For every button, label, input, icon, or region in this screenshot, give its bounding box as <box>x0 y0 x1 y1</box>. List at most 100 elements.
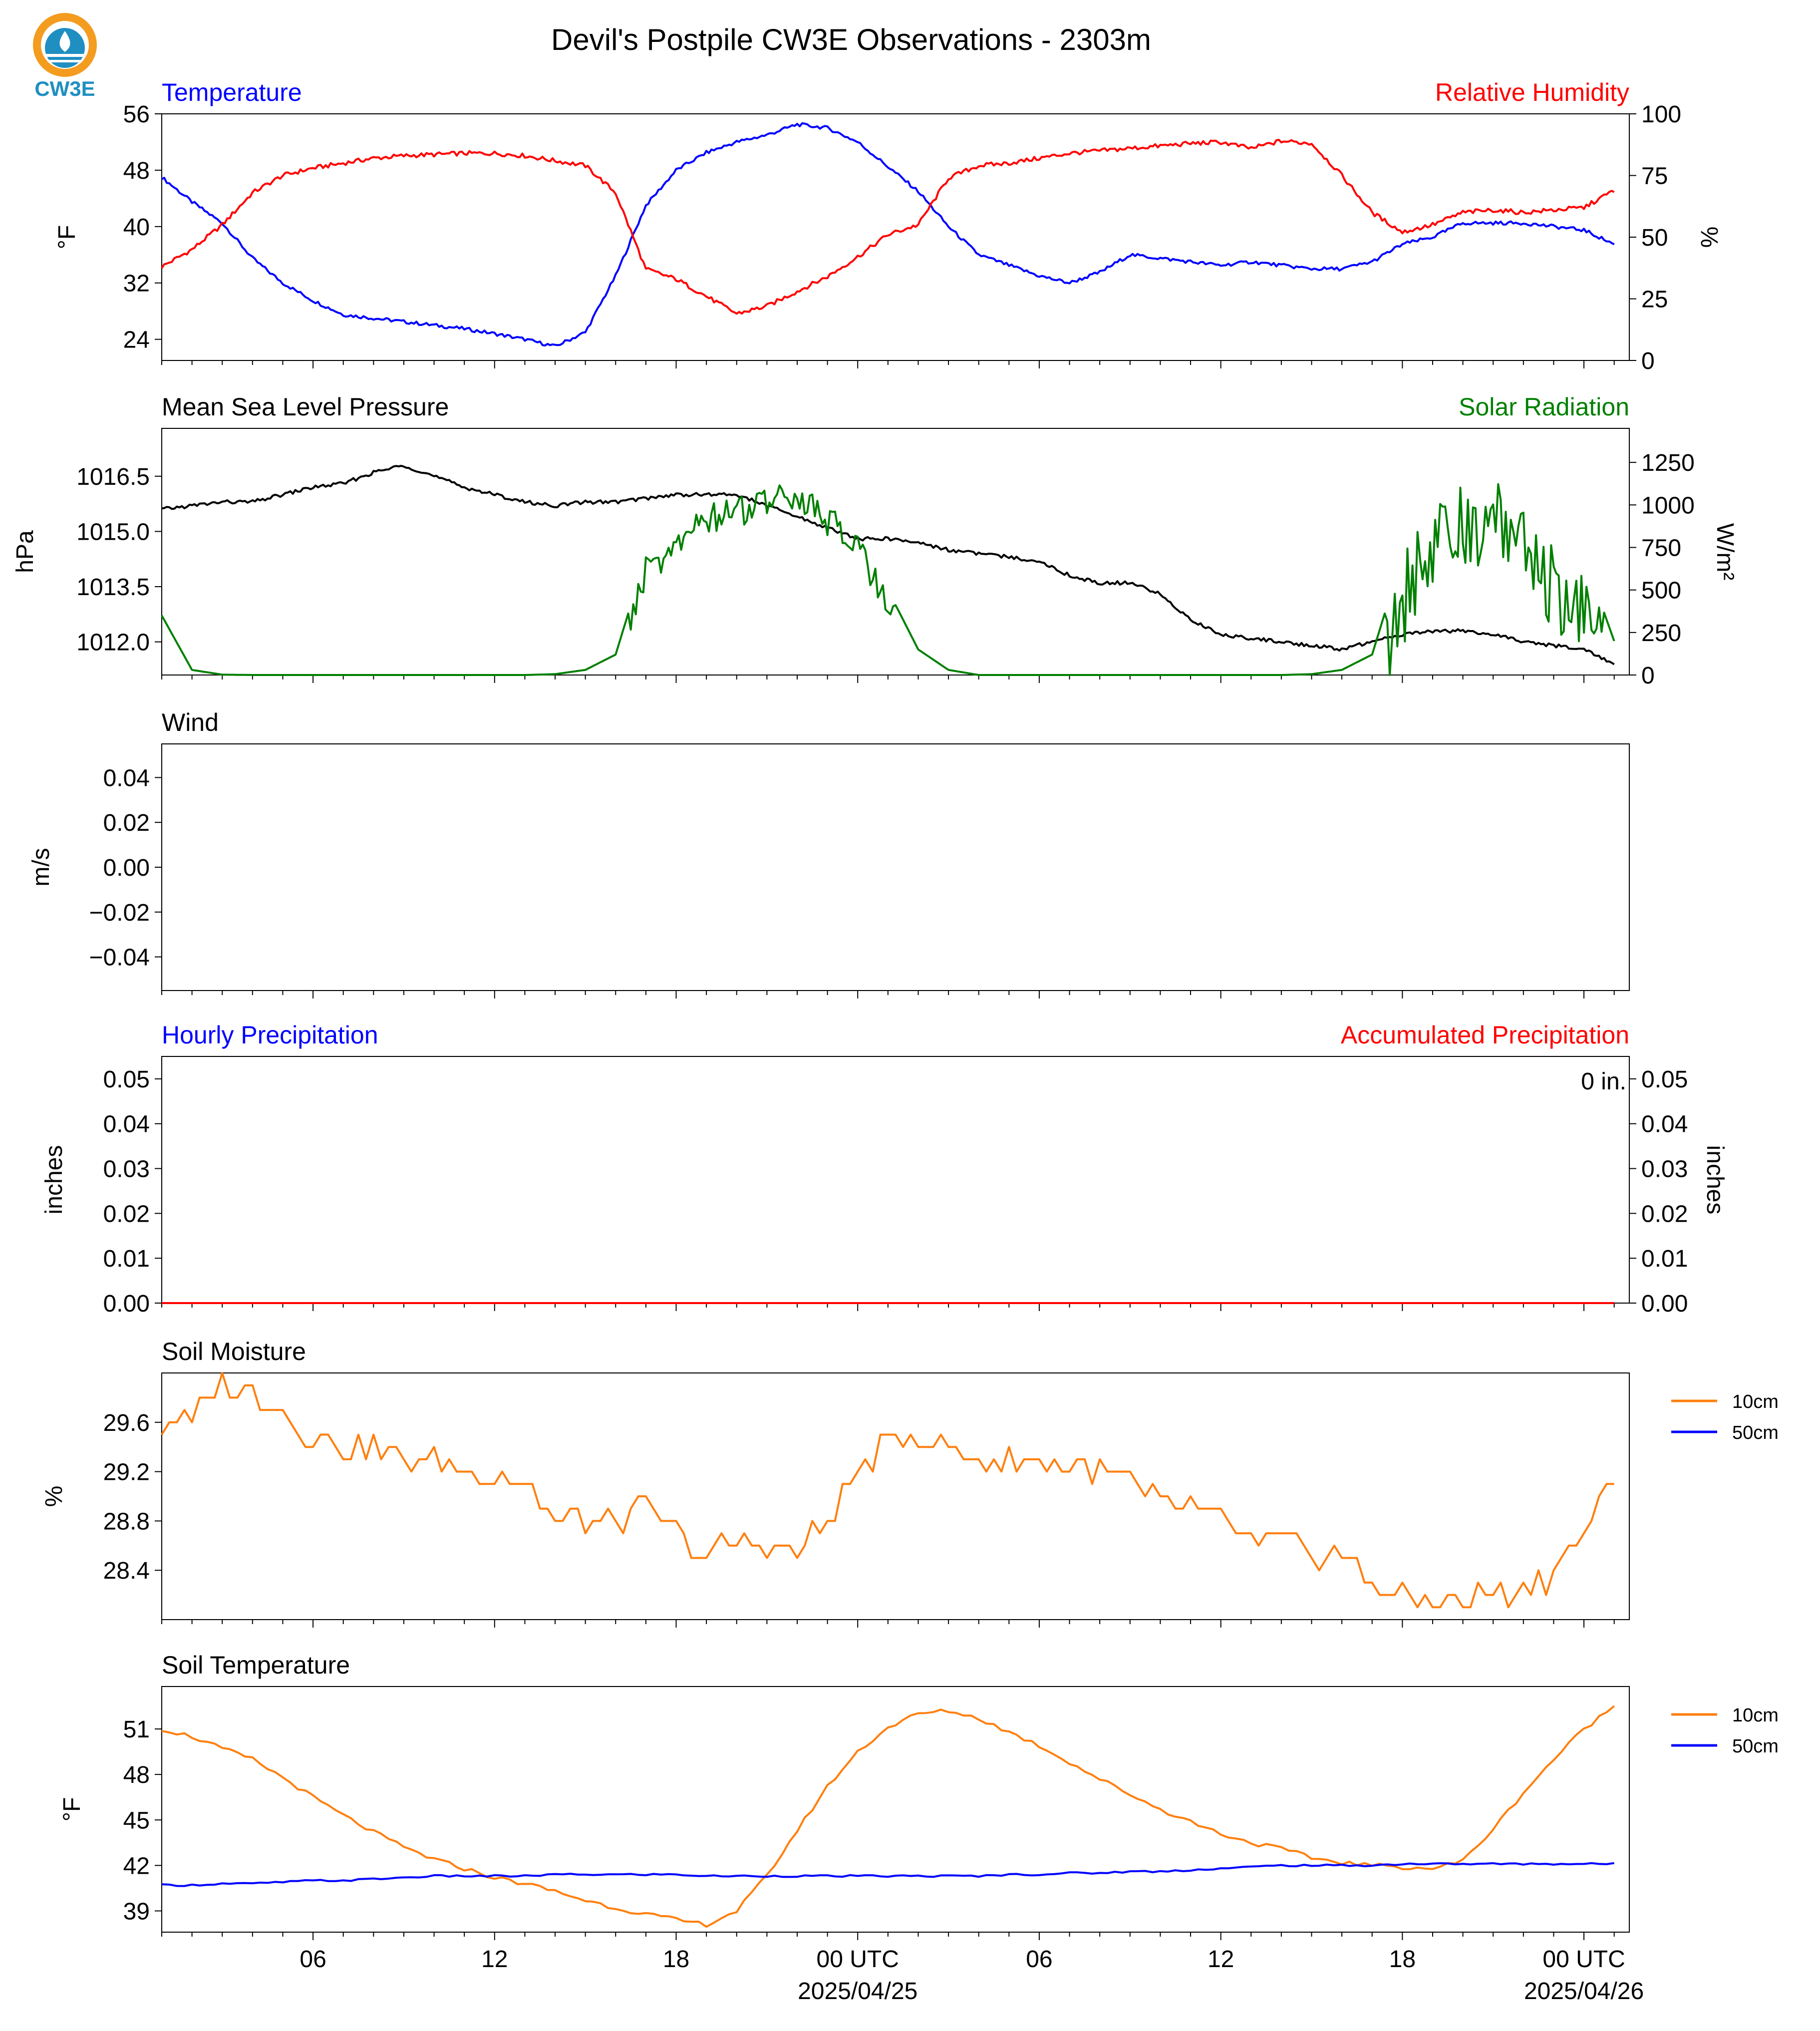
x-tick-label: 12 <box>1208 1946 1234 1973</box>
plot-frame <box>161 1372 1630 1620</box>
y-axis-label: m/s <box>28 848 54 886</box>
y-tick-label: 51 <box>123 1716 150 1743</box>
x-tick-label: 12 <box>481 1946 508 1973</box>
logo-ring <box>33 13 97 77</box>
y-axis-label-right: inches <box>1702 1145 1728 1215</box>
panels: Temperature Relative Humidity 56 48 40 32 24 10… <box>12 78 1779 2005</box>
y-tick-label-right: 750 <box>1641 535 1681 561</box>
y-tick-label: 0.01 <box>103 1246 150 1272</box>
y-axis-label: % <box>41 1486 67 1507</box>
series-line-10cm <box>161 1705 1615 1928</box>
y-axis-label-right: W/m² <box>1712 523 1738 581</box>
y-tick-label: 39 <box>123 1898 150 1925</box>
y-tick-label-right: 0.05 <box>1641 1066 1688 1093</box>
y-tick-label-right: 0.02 <box>1641 1201 1688 1227</box>
x-date-label: 2025/04/26 <box>1524 1978 1644 2005</box>
series-line-10cm <box>161 1372 1614 1609</box>
y-tick-label: 0.03 <box>103 1156 150 1183</box>
panel-1: Temperature Relative Humidity 56 48 40 32 24 10… <box>54 78 1722 374</box>
legend-label: 10cm <box>1732 1391 1779 1412</box>
logo-wave <box>46 54 84 57</box>
y-tick-label-right: 1250 <box>1641 450 1695 476</box>
y-tick-label: 0.05 <box>103 1066 150 1093</box>
y-axis-label: °F <box>59 1797 85 1822</box>
y-tick-label: −0.04 <box>89 945 150 971</box>
y-axis-label: °F <box>54 225 80 250</box>
plot-frame <box>161 743 1630 991</box>
x-tick-label: 18 <box>663 1946 689 1973</box>
panel-title: Hourly Precipitation <box>162 1021 378 1049</box>
panel-title: Mean Sea Level Pressure <box>162 393 449 421</box>
y-tick-label-right: 1000 <box>1641 492 1695 519</box>
panel-title: Soil Moisture <box>162 1338 306 1365</box>
series-line-relative-humidity <box>161 139 1615 315</box>
y-tick-label-right: 100 <box>1641 101 1681 128</box>
y-tick-label: 0.02 <box>103 1201 150 1227</box>
y-tick-label-right: 0.00 <box>1641 1291 1688 1317</box>
y-tick-label: 0.02 <box>103 810 150 836</box>
y-tick-label: 0.04 <box>103 1111 150 1138</box>
x-tick-label: 00 UTC <box>1542 1946 1625 1973</box>
y-axis-label-right: % <box>1696 227 1722 248</box>
y-tick-label: 1013.5 <box>76 574 150 601</box>
y-tick-label: 42 <box>123 1853 150 1879</box>
x-tick-label: 18 <box>1389 1946 1416 1973</box>
y-tick-label: 45 <box>123 1807 150 1834</box>
legend-label: 50cm <box>1732 1736 1779 1757</box>
accumulated-total-label: 0 in. <box>1581 1068 1626 1095</box>
series-line-mean-sea-level-pressure <box>161 465 1615 666</box>
y-tick-label: 56 <box>123 101 150 128</box>
y-tick-label: 48 <box>123 158 150 184</box>
y-tick-label: 28.4 <box>103 1558 150 1584</box>
panel-title: Wind <box>162 708 219 736</box>
logo-wave <box>48 60 82 62</box>
y-tick-label-right: 50 <box>1641 225 1668 251</box>
x-tick-label: 06 <box>300 1946 326 1973</box>
y-tick-label: 0.00 <box>103 855 150 881</box>
x-tick-label: 00 UTC <box>817 1946 899 1973</box>
y-tick-label-right: 0 <box>1641 348 1655 374</box>
panel-title: Soil Temperature <box>162 1651 350 1679</box>
plot-frame <box>161 113 1630 361</box>
panel-title: Temperature <box>162 78 302 106</box>
legend-label: 50cm <box>1732 1422 1779 1443</box>
panel-title-right: Accumulated Precipitation <box>1341 1021 1629 1049</box>
panel-3: Wind 0.04 0.02 0.00 −0.02 −0.04 m/s <box>28 708 1630 999</box>
series-line-temperature <box>161 122 1615 346</box>
panel-title-right: Relative Humidity <box>1435 78 1629 106</box>
x-date-label: 2025/04/25 <box>798 1978 917 2005</box>
panel-5: Soil Moisture 29.6 29.2 28.8 28.4% 10cm 50cm <box>41 1338 1779 1628</box>
y-tick-label: 0.00 <box>103 1291 150 1317</box>
y-tick-label: 24 <box>123 327 150 353</box>
y-tick-label: 29.6 <box>103 1410 150 1436</box>
x-tick-label: 06 <box>1026 1946 1052 1973</box>
y-tick-label: 1016.5 <box>76 464 150 490</box>
y-tick-label: 40 <box>123 214 150 241</box>
plot-frame <box>161 428 1630 676</box>
y-tick-label: 32 <box>123 271 150 297</box>
y-tick-label: 1012.0 <box>76 630 150 656</box>
panel-6: Soil Temperature 51 48 45 42 39 °F 10cm 50cm <box>59 1651 1779 1940</box>
y-tick-label: 1015.0 <box>76 519 150 545</box>
y-tick-label-right: 0 <box>1641 663 1655 689</box>
series-line-50cm <box>161 1862 1614 1887</box>
legend-label: 10cm <box>1732 1705 1779 1726</box>
y-tick-label: 0.04 <box>103 765 150 791</box>
y-axis-label: hPa <box>12 530 38 573</box>
y-tick-label-right: 500 <box>1641 578 1681 604</box>
y-tick-label-right: 75 <box>1641 163 1668 190</box>
panel-4: Hourly Precipitation Accumulated Precipit… <box>41 1021 1728 1317</box>
logo-drop-icon <box>59 31 70 52</box>
y-axis-label: inches <box>41 1145 67 1215</box>
y-tick-label: 28.8 <box>103 1508 150 1535</box>
y-tick-label: 48 <box>123 1762 150 1788</box>
plot-frame <box>161 1686 1630 1933</box>
y-tick-label: 29.2 <box>103 1459 150 1486</box>
y-tick-label-right: 0.03 <box>1641 1156 1688 1183</box>
y-tick-label-right: 0.04 <box>1641 1111 1688 1138</box>
y-tick-label-right: 250 <box>1641 620 1681 647</box>
logo-text: CW3E <box>34 77 95 100</box>
series-line-solar-radiation <box>161 483 1615 676</box>
